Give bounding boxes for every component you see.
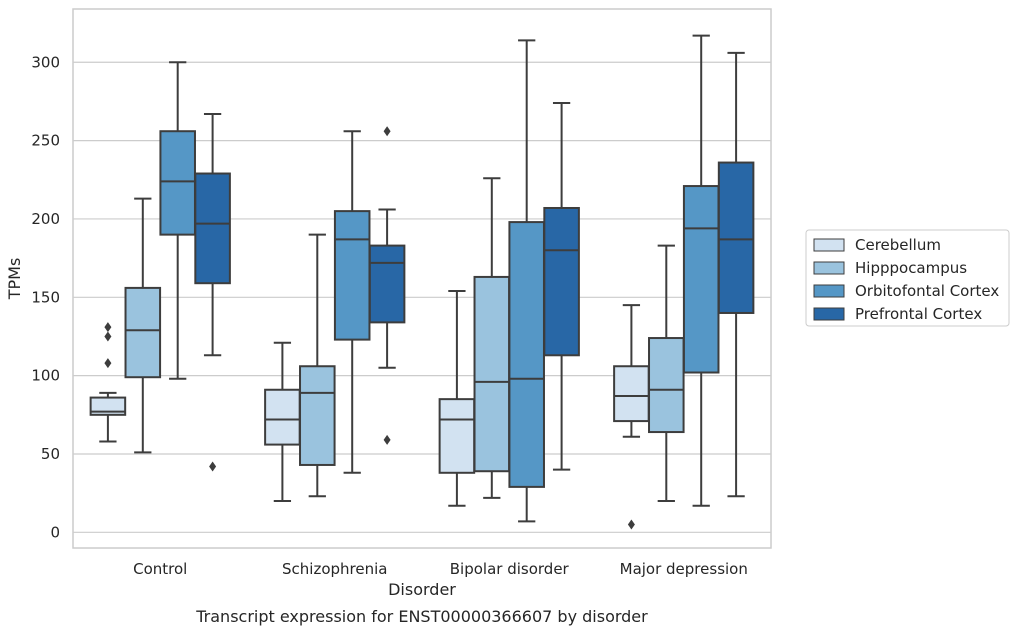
y-tick-label: 0 — [50, 523, 60, 541]
box-iqr — [717, 161, 755, 314]
box-iqr — [438, 398, 476, 474]
y-tick-label: 250 — [31, 132, 60, 150]
legend-label: Orbitofontal Cortex — [855, 282, 999, 300]
outlier-point — [627, 519, 635, 530]
box-0-3 — [194, 112, 231, 472]
x-tick-label: Major depression — [620, 560, 748, 578]
box-2-2 — [508, 39, 545, 523]
x-tick-label: Schizophrenia — [282, 560, 387, 578]
outlier-point — [383, 126, 391, 137]
legend-swatch — [813, 307, 845, 321]
outlier-point — [104, 358, 112, 369]
box-iqr — [333, 210, 371, 341]
x-axis-label: Disorder — [388, 580, 456, 599]
box-1-3 — [368, 126, 406, 445]
x-tick-labels: Control Schizophrenia Bipolar disorder Majo… — [133, 560, 748, 578]
box-0-0 — [89, 322, 127, 443]
outlier-point — [104, 322, 112, 333]
y-tick-label: 200 — [31, 210, 60, 228]
box-1-0 — [264, 341, 301, 502]
box-iqr — [508, 221, 545, 488]
box-0-1 — [124, 197, 162, 454]
legend-swatch — [813, 284, 845, 298]
plot-frame — [72, 8, 772, 549]
box-iqr — [194, 172, 231, 285]
legend-label: Hipppocampus — [855, 259, 967, 277]
x-tick-label: Bipolar disorder — [450, 560, 570, 578]
box-iqr — [264, 388, 301, 446]
box-3-0 — [613, 304, 650, 530]
y-tick-labels: 0 50 100 150 200 250 300 — [31, 53, 60, 541]
legend-swatch — [813, 261, 845, 275]
box-iqr — [613, 365, 650, 423]
box-2-1 — [473, 177, 511, 499]
box-iqr — [543, 206, 580, 357]
legend-frame — [805, 229, 1010, 327]
x-tick-label: Control — [133, 560, 187, 578]
y-tick-label: 150 — [31, 288, 60, 306]
box-0-2 — [159, 61, 196, 380]
box-2-0 — [438, 290, 476, 507]
outlier-point — [104, 331, 112, 342]
box-3-3 — [717, 51, 755, 498]
y-tick-label: 100 — [31, 367, 60, 385]
box-iqr — [159, 130, 196, 236]
box-iqr — [682, 185, 720, 374]
y-tick-label: 50 — [41, 445, 60, 463]
box-iqr — [648, 337, 685, 434]
legend: Cerebellum Hipppocampus Orbitofontal Corte… — [805, 229, 1010, 327]
y-tick-label: 300 — [31, 53, 60, 71]
boxes-layer — [89, 34, 755, 530]
y-axis-label: TPMs — [5, 258, 24, 301]
box-iqr — [368, 244, 406, 324]
box-iqr — [124, 286, 162, 379]
box-2-3 — [543, 102, 580, 471]
outlier-point — [209, 461, 217, 472]
legend-label: Cerebellum — [855, 236, 941, 254]
box-1-1 — [299, 233, 336, 498]
legend-label: Prefrontal Cortex — [855, 305, 982, 323]
outlier-point — [383, 434, 391, 445]
box-iqr — [299, 365, 336, 466]
box-3-1 — [648, 244, 685, 502]
chart-caption: Transcript expression for ENST0000036660… — [195, 607, 648, 626]
box-iqr — [473, 275, 511, 473]
box-1-2 — [333, 130, 371, 474]
legend-swatch — [813, 238, 845, 252]
box-iqr — [89, 396, 127, 416]
box-3-2 — [682, 34, 720, 507]
